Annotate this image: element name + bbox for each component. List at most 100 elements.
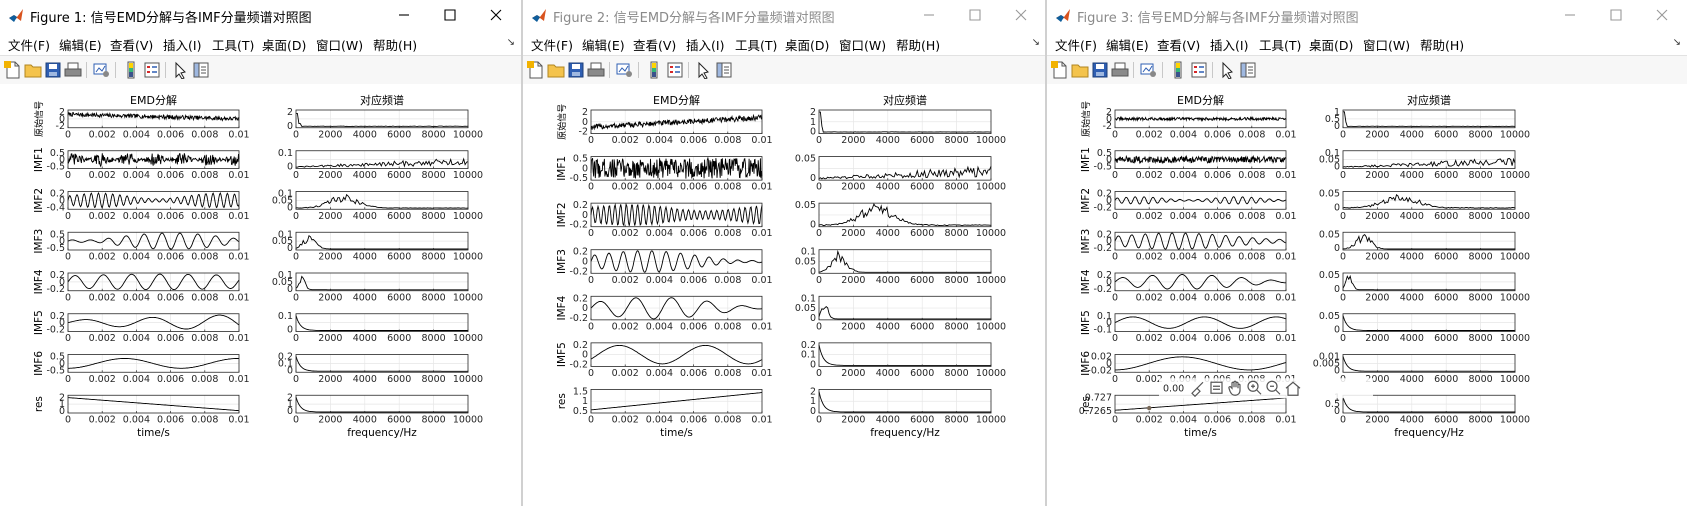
menu-item-4[interactable]: 工具(T) — [735, 38, 778, 53]
figure-window-3[interactable]: Figure 3: 信号EMD分解与各IMF分量频谱对照图文件(F) 编辑(E) 查… — [1047, 0, 1687, 506]
spectrum-axes-4[interactable]: 0 2000 4000 6000 8000 10000 0.10.050 — [795, 247, 1006, 286]
print-button[interactable] — [1111, 61, 1129, 79]
menu-item-7[interactable]: 帮助(H) — [1420, 38, 1465, 53]
spectrum-axes-7[interactable]: 0 2000 4000 6000 8000 10000 210 — [810, 386, 1006, 425]
spectrum-axes-4[interactable]: 0 2000 4000 6000 8000 10000 0.10.050 — [272, 229, 483, 262]
maximize-button[interactable] — [427, 0, 473, 30]
menu-item-4[interactable]: 工具(T) — [212, 38, 255, 53]
menu-item-6[interactable]: 窗口(W) — [316, 38, 364, 53]
menu-item-1[interactable]: 编辑(E) — [59, 38, 102, 53]
time-axes-2[interactable]: 0 0.002 0.004 0.006 0.008 0.01 0.50-0.5 — [46, 148, 249, 181]
spectrum-axes-7[interactable]: 0 2000 4000 6000 8000 10000 0.20.10 — [278, 352, 483, 385]
menu-item-4[interactable]: 工具(T) — [1259, 38, 1302, 53]
legend-button[interactable] — [143, 61, 161, 79]
menu-item-3[interactable]: 插入(I) — [163, 38, 202, 53]
time-axes-3[interactable]: 0 0.002 0.004 0.006 0.008 0.010.20-0.2 — [569, 200, 772, 239]
link-plot-button[interactable] — [615, 61, 633, 79]
legend-button[interactable] — [1190, 61, 1208, 79]
time-axes-2[interactable]: 0 0.002 0.004 0.006 0.008 0.01 0.50-0.5 — [1093, 148, 1296, 181]
colorbar-button[interactable] — [1169, 61, 1187, 79]
figure-window-1[interactable]: Figure 1: 信号EMD分解与各IMF分量频谱对照图文件(F) 编辑(E) 查… — [0, 0, 521, 506]
save-button[interactable] — [567, 61, 585, 79]
spectrum-axes-2[interactable]: 0 2000 4000 6000 8000 10000 0.05 0 — [795, 154, 1006, 193]
time-axes-6[interactable]: 0 0.002 0.004 0.006 0.008 0.01 0.10-0.1 — [1093, 311, 1296, 344]
menu-item-2[interactable]: 查看(V) — [633, 38, 677, 53]
menu-item-0[interactable]: 文件(F) — [1055, 38, 1097, 53]
spectrum-axes-5[interactable]: 0 2000 4000 6000 8000 10000 0.10.050 — [272, 270, 483, 303]
open-file-button[interactable] — [24, 61, 42, 79]
menu-item-2[interactable]: 查看(V) — [1157, 38, 1201, 53]
title-bar[interactable]: Figure 1: 信号EMD分解与各IMF分量频谱对照图 — [0, 0, 521, 30]
spectrum-axes-1[interactable]: 0 2000 4000 6000 8000 10000 10.50 — [1325, 107, 1530, 140]
new-figure-button[interactable] — [4, 61, 22, 79]
menu-item-0[interactable]: 文件(F) — [8, 38, 50, 53]
zoom-in-icon[interactable] — [1247, 380, 1262, 395]
menu-item-1[interactable]: 编辑(E) — [582, 38, 625, 53]
time-axes-6[interactable]: 0 0.002 0.004 0.006 0.008 0.01 0.20-0.2 — [46, 311, 249, 344]
new-figure-button[interactable] — [527, 61, 545, 79]
spectrum-axes-3[interactable]: 0 2000 4000 6000 8000 10000 0.10.050 — [272, 189, 483, 222]
link-plot-button[interactable] — [1139, 61, 1157, 79]
time-axes-5[interactable]: 0 0.002 0.004 0.006 0.008 0.010.20-0.2 — [569, 293, 772, 332]
toolbar-toggle-icon[interactable]: ↘ — [506, 37, 515, 48]
menu-item-0[interactable]: 文件(F) — [531, 38, 573, 53]
print-button[interactable] — [587, 61, 605, 79]
menu-item-6[interactable]: 窗口(W) — [1363, 38, 1411, 53]
time-axes-3[interactable]: 0 0.002 0.004 0.006 0.008 0.01 0.20-0.4 — [46, 189, 249, 222]
menu-item-5[interactable]: 桌面(D) — [262, 38, 307, 53]
pan-icon[interactable] — [1228, 380, 1241, 396]
print-button[interactable] — [64, 61, 82, 79]
minimize-button[interactable] — [906, 0, 952, 30]
menu-item-7[interactable]: 帮助(H) — [373, 38, 418, 53]
spectrum-axes-5[interactable]: 0 2000 4000 6000 8000 10000 0.10.050 — [795, 293, 1006, 332]
menu-item-7[interactable]: 帮助(H) — [896, 38, 941, 53]
title-bar[interactable]: Figure 3: 信号EMD分解与各IMF分量频谱对照图 — [1047, 0, 1687, 30]
time-axes-4[interactable]: 0 0.002 0.004 0.006 0.008 0.010.20-0.2 — [1093, 229, 1296, 262]
brush-icon[interactable] — [1191, 381, 1204, 398]
edit-plot-button[interactable] — [1219, 61, 1237, 80]
colorbar-button[interactable] — [122, 61, 140, 79]
close-button[interactable] — [998, 0, 1044, 30]
property-inspector-button[interactable] — [1239, 61, 1257, 79]
spectrum-axes-8[interactable]: 0 2000 4000 6000 8000 10000 210 — [287, 392, 483, 425]
toolbar-toggle-icon[interactable]: ↘ — [1031, 37, 1040, 48]
edit-plot-button[interactable] — [695, 61, 713, 80]
spectrum-axes-1[interactable]: 0 2000 4000 6000 8000 10000 210 — [810, 107, 1006, 146]
edit-plot-button[interactable] — [172, 61, 190, 80]
time-axes-8[interactable]: 0 0.002 0.004 0.006 0.008 0.01 0.727 0.7265 — [1079, 392, 1297, 425]
maximize-button[interactable] — [1593, 0, 1639, 30]
legend-button[interactable] — [666, 61, 684, 79]
maximize-button[interactable] — [952, 0, 998, 30]
property-inspector-button[interactable] — [192, 61, 210, 79]
menu-item-1[interactable]: 编辑(E) — [1106, 38, 1149, 53]
open-file-button[interactable] — [1071, 61, 1089, 79]
close-button[interactable] — [473, 0, 519, 30]
spectrum-axes-6[interactable]: 0 2000 4000 6000 8000 10000 0.20.10 — [801, 340, 1006, 379]
menu-item-2[interactable]: 查看(V) — [110, 38, 154, 53]
time-axes-3[interactable]: 0 0.002 0.004 0.006 0.008 0.010.20-0.2 — [1093, 189, 1296, 222]
time-axes-4[interactable]: 0 0.002 0.004 0.006 0.008 0.010.50-0.5 — [46, 229, 249, 262]
save-button[interactable] — [44, 61, 62, 79]
time-axes-8[interactable]: 0 0.002 0.004 0.006 0.008 0.01 210 — [59, 392, 250, 425]
figure-window-2[interactable]: Figure 2: 信号EMD分解与各IMF分量频谱对照图 文件(F) 编辑(E) 查… — [523, 0, 1046, 506]
menu-item-3[interactable]: 插入(I) — [686, 38, 725, 53]
menu-item-6[interactable]: 窗口(W) — [839, 38, 887, 53]
colorbar-button[interactable] — [645, 61, 663, 79]
time-axes-5[interactable]: 0 0.002 0.004 0.006 0.008 0.010.20-0.2 — [46, 270, 249, 303]
data-tips-icon[interactable] — [1210, 381, 1223, 394]
open-file-button[interactable] — [547, 61, 565, 79]
save-button[interactable] — [1091, 61, 1109, 79]
menu-item-3[interactable]: 插入(I) — [1210, 38, 1249, 53]
property-inspector-button[interactable] — [715, 61, 733, 79]
time-axes-7[interactable]: 0 0.002 0.004 0.006 0.008 0.01 1.510.5 — [573, 386, 773, 425]
menu-item-5[interactable]: 桌面(D) — [785, 38, 830, 53]
time-axes-5[interactable]: 0 0.002 0.004 0.006 0.008 0.010.20-0.2 — [1093, 270, 1296, 303]
